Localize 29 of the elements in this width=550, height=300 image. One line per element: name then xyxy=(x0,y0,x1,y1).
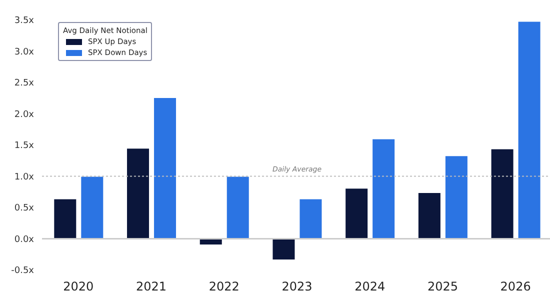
y-tick-label: 2.0x xyxy=(14,110,35,120)
x-tick-label: 2023 xyxy=(282,280,312,294)
bar xyxy=(126,148,150,240)
x-tick-label: 2025 xyxy=(427,280,458,294)
bar xyxy=(444,155,468,240)
bar xyxy=(272,238,296,260)
bar xyxy=(490,148,514,240)
bar xyxy=(53,198,78,240)
bar xyxy=(298,198,323,240)
y-tick-label: 1.5x xyxy=(14,141,35,152)
x-tick-label: 2022 xyxy=(208,280,240,294)
bar xyxy=(372,138,396,240)
bar xyxy=(80,176,104,240)
y-tick-label: 3.5x xyxy=(14,16,35,26)
y-tick-label: 0.5x xyxy=(14,204,35,214)
bar xyxy=(226,176,250,240)
x-tick-label: 2020 xyxy=(63,280,94,294)
bar xyxy=(417,192,442,240)
y-tick-label: 0.0x xyxy=(14,234,35,245)
bar xyxy=(153,97,178,240)
x-tick-label: 2021 xyxy=(136,280,167,294)
y-tick-label: 3.0x xyxy=(14,47,35,58)
y-tick-label: 2.5x xyxy=(14,78,35,89)
bar xyxy=(517,20,542,240)
bar xyxy=(344,188,369,240)
y-tick-label: 1.0x xyxy=(14,172,35,182)
y-tick-label: -0.5x xyxy=(11,266,35,276)
x-tick-label: 2026 xyxy=(500,280,531,294)
x-tick-label: 2024 xyxy=(354,280,386,294)
